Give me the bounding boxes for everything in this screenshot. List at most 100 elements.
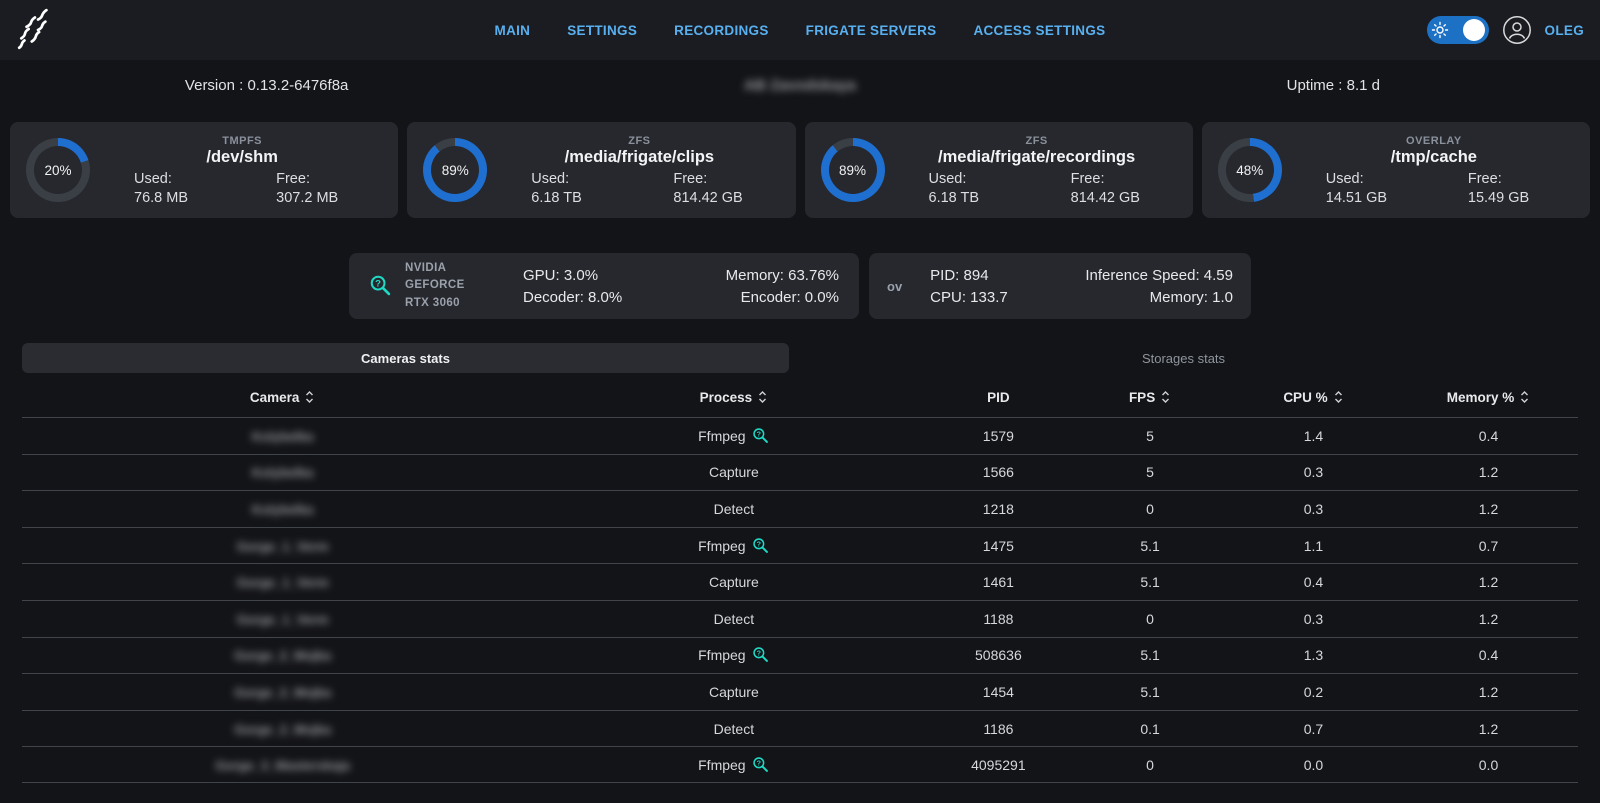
- sort-icon[interactable]: [304, 389, 315, 405]
- detector-memory: Memory: 1.0: [1149, 288, 1233, 306]
- gpu-encoder: Encoder: 0.0%: [740, 288, 839, 306]
- fs-mount-path: /media/frigate/recordings: [938, 147, 1136, 166]
- table-row: Kolybelka Detect 1218 0 0.3 1.2: [22, 490, 1578, 527]
- pid-value: 508636: [975, 647, 1022, 664]
- sort-icon[interactable]: [1333, 389, 1344, 405]
- cpu-value: 0.0: [1303, 756, 1324, 773]
- table-row: Gorge_2_Mojka Detect 1186 0.1 0.7 1.2: [22, 709, 1578, 747]
- fps-value: 5.1: [1140, 574, 1160, 591]
- nav-link-recordings[interactable]: RECORDINGS: [674, 22, 769, 38]
- cpu-value: 0.3: [1303, 464, 1324, 481]
- free-label: Free:: [1070, 170, 1105, 187]
- toggle-knob: [1462, 19, 1485, 41]
- camera-stats-table: Kolybelka Ffmpeg ? 1579 5 1.4 0.4 Kolybelka Cap…: [22, 417, 1578, 783]
- nav-link-main[interactable]: MAIN: [494, 22, 531, 38]
- memory-value: 1.2: [1478, 574, 1499, 591]
- gpu-name: NVIDIA GEFORCE RTX 3060: [405, 262, 465, 309]
- tab-cameras-stats[interactable]: Cameras stats: [22, 343, 789, 373]
- process-name: Ffmpeg: [698, 537, 746, 554]
- fps-value: 5.1: [1140, 537, 1160, 554]
- pid-value: 1454: [982, 683, 1014, 700]
- fs-mount-path: /dev/shm: [206, 147, 278, 166]
- memory-value: 1.2: [1478, 720, 1499, 737]
- memory-value: 0.0: [1478, 756, 1499, 773]
- free-label: Free:: [276, 170, 310, 187]
- user-name[interactable]: OLEG: [1544, 22, 1584, 38]
- detector-cpu: CPU: 133.7: [930, 288, 1008, 306]
- cpu-value: 1.1: [1303, 537, 1324, 554]
- stats-tabs: Cameras stats Storages stats: [22, 343, 1578, 373]
- fps-value: 0: [1146, 500, 1154, 517]
- nav-right-controls: OLEG: [1426, 0, 1584, 60]
- fs-type-label: ZFS: [628, 134, 651, 147]
- svg-text:?: ?: [756, 758, 760, 767]
- fs-type-label: TMPFS: [222, 134, 263, 147]
- sort-icon[interactable]: [1160, 389, 1171, 405]
- process-name: Capture: [708, 683, 759, 700]
- magnifier-question-icon[interactable]: ?: [752, 427, 770, 445]
- tab-cameras-label: Cameras stats: [361, 350, 450, 366]
- magnifier-question-icon[interactable]: ?: [369, 274, 393, 298]
- table-row: Kolybelka Capture 1566 5 0.3 1.2: [22, 453, 1578, 491]
- used-value: 14.51 GB: [1325, 189, 1388, 206]
- gpu-usage: GPU: 3.0%: [523, 266, 599, 284]
- magnifier-question-icon[interactable]: ?: [752, 537, 770, 555]
- accelerator-row: ? NVIDIA GEFORCE RTX 3060 GPU: 3.0% Deco…: [0, 253, 1600, 319]
- used-label: Used:: [531, 170, 570, 187]
- tab-storages-label: Storages stats: [1141, 350, 1226, 366]
- col-header-process[interactable]: Process: [543, 389, 924, 405]
- col-header-cpu[interactable]: CPU %: [1228, 389, 1399, 405]
- cpu-value: 0.2: [1303, 683, 1324, 700]
- process-name: Ffmpeg: [698, 756, 746, 773]
- theme-toggle[interactable]: [1426, 16, 1489, 44]
- svg-text:?: ?: [375, 278, 381, 289]
- nav-link-frigate-servers[interactable]: FRIGATE SERVERS: [805, 22, 937, 38]
- cpu-value: 1.4: [1303, 427, 1324, 444]
- sort-icon[interactable]: [757, 389, 768, 405]
- used-value: 6.18 TB: [531, 189, 582, 206]
- camera-name-blurred: Gorge_2_Mojka: [234, 684, 332, 700]
- col-header-memory[interactable]: Memory %: [1399, 389, 1578, 405]
- table-row: Gorge_1_Verm Detect 1188 0 0.3 1.2: [22, 599, 1578, 637]
- free-value: 15.49 GB: [1467, 189, 1530, 206]
- camera-name-blurred: Gorge_1_Verm: [236, 575, 329, 591]
- detector-name: ov: [887, 278, 903, 294]
- camera-name-blurred: Gorge_2_Mojka: [234, 721, 332, 737]
- usage-donut: 89%: [423, 138, 488, 202]
- sort-icon[interactable]: [1519, 389, 1530, 405]
- frigate-logo-icon[interactable]: [14, 7, 60, 53]
- magnifier-question-icon[interactable]: ?: [752, 756, 770, 774]
- pid-value: 1461: [982, 574, 1014, 591]
- storage-cards-row: 20% TMPFS /dev/shm Used: 76.8 MB Free: 3…: [10, 122, 1590, 218]
- table-row: Gorge_2_Mojka Ffmpeg ? 508636 5.1 1.3 0.4: [22, 636, 1578, 674]
- fs-type-label: OVERLAY: [1406, 134, 1462, 147]
- cpu-value: 0.3: [1303, 500, 1324, 517]
- used-value: 76.8 MB: [134, 189, 188, 206]
- nav-links: MAIN SETTINGS RECORDINGS FRIGATE SERVERS…: [495, 0, 1106, 60]
- used-label: Used:: [928, 170, 967, 187]
- camera-name-blurred: Kolybelka: [251, 428, 314, 444]
- fs-type-label: ZFS: [1025, 134, 1048, 147]
- nav-link-access-settings[interactable]: ACCESS SETTINGS: [973, 22, 1106, 38]
- memory-value: 1.2: [1478, 500, 1499, 517]
- tab-storages-stats[interactable]: Storages stats: [789, 343, 1578, 373]
- storage-card-recordings: 89% ZFS /media/frigate/recordings Used: …: [804, 122, 1193, 218]
- table-row: Gorge_1_Verm Capture 1461 5.1 0.4 1.2: [22, 563, 1578, 600]
- camera-name-blurred: Kolybelka: [251, 501, 314, 517]
- col-header-pid: PID: [987, 389, 1010, 405]
- used-label: Used:: [134, 170, 172, 187]
- magnifier-question-icon[interactable]: ?: [752, 646, 770, 664]
- free-label: Free:: [673, 170, 708, 187]
- table-row: Kolybelka Ffmpeg ? 1579 5 1.4 0.4: [22, 417, 1578, 454]
- nav-link-settings[interactable]: SETTINGS: [567, 22, 638, 38]
- camera-name-blurred: Gorge_2_Mojka: [234, 648, 332, 664]
- detector-pid: PID: 894: [930, 266, 989, 284]
- free-value: 814.42 GB: [1070, 189, 1140, 206]
- storage-card-clips: 89% ZFS /media/frigate/clips Used: 6.18 …: [407, 122, 796, 218]
- pid-value: 1218: [982, 500, 1014, 517]
- svg-text:?: ?: [756, 649, 760, 658]
- col-header-fps[interactable]: FPS: [1072, 389, 1228, 405]
- pid-value: 1566: [982, 464, 1014, 481]
- user-avatar-icon[interactable]: [1502, 15, 1532, 45]
- col-header-camera[interactable]: Camera: [22, 389, 543, 405]
